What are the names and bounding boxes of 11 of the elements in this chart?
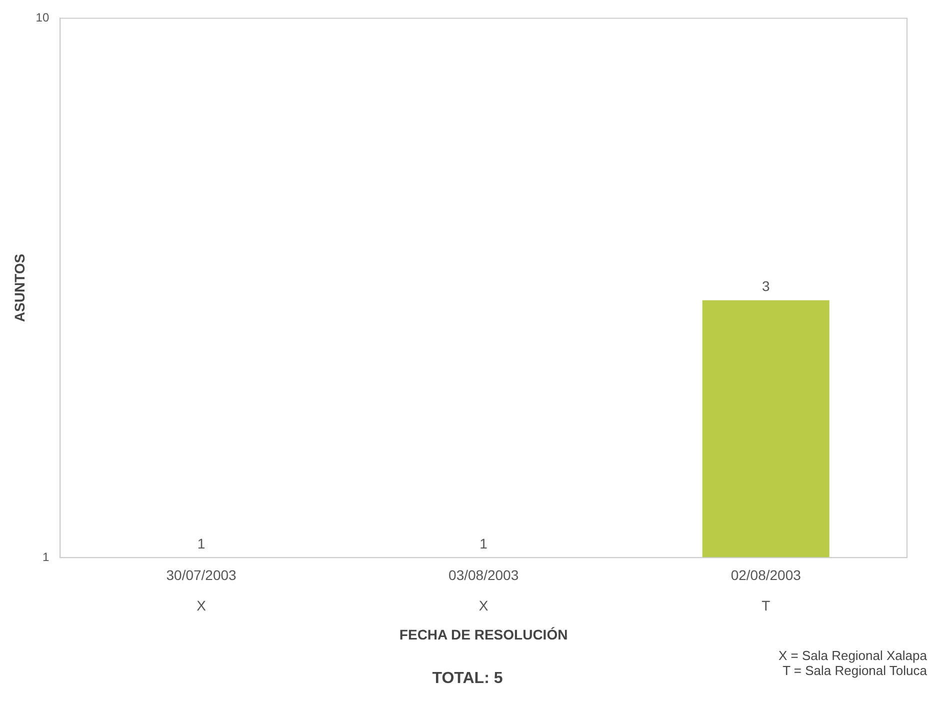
x-tick-label: 03/08/2003 X [448, 566, 519, 614]
data-label: 3 [762, 278, 770, 294]
x-tick-label: 02/08/2003 T [730, 566, 802, 614]
text: TOTAL: 5 [432, 670, 503, 688]
data-label: 1 [480, 535, 488, 552]
text: X = Sala Regional Xalapa T = Sala Regional Toluca [777, 648, 927, 678]
x-tick-label: 30/07/2003 X [166, 566, 237, 614]
y-tick-label: 10 [36, 10, 50, 25]
x-axis-title: FECHA DE RESOLUCIÓN [399, 626, 568, 642]
y-axis-title: ASUNTOS [11, 254, 28, 322]
data-label: 1 [197, 535, 206, 552]
